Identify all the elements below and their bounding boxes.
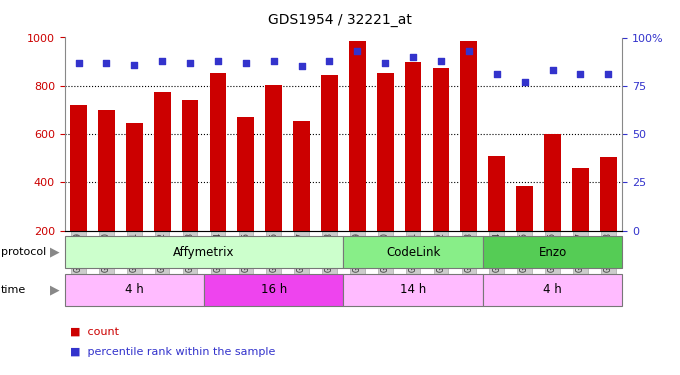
Text: ▶: ▶: [50, 246, 60, 259]
Bar: [71, 230, 86, 274]
Bar: [406, 230, 420, 274]
Bar: [349, 41, 366, 279]
Text: time: time: [1, 285, 26, 295]
Bar: [343, 274, 483, 306]
Bar: [98, 110, 115, 279]
Bar: [321, 75, 338, 279]
Point: [408, 54, 419, 60]
Bar: [239, 230, 253, 274]
Bar: [462, 230, 476, 274]
Text: 4 h: 4 h: [125, 283, 143, 296]
Point: [379, 60, 390, 66]
Bar: [294, 230, 309, 274]
Bar: [155, 230, 169, 274]
Text: 4 h: 4 h: [543, 283, 562, 296]
Bar: [322, 230, 337, 274]
Bar: [517, 230, 532, 274]
Point: [241, 60, 252, 66]
Bar: [99, 230, 114, 274]
Point: [324, 58, 335, 64]
Point: [212, 58, 223, 64]
Point: [575, 71, 586, 77]
Bar: [516, 186, 533, 279]
Point: [602, 71, 613, 77]
Bar: [601, 230, 615, 274]
Bar: [490, 230, 504, 274]
Bar: [70, 105, 87, 279]
Point: [435, 58, 446, 64]
Bar: [265, 85, 282, 279]
Text: 14 h: 14 h: [400, 283, 426, 296]
Text: ■  count: ■ count: [70, 326, 119, 336]
Bar: [65, 274, 204, 306]
Point: [156, 58, 168, 64]
Bar: [378, 230, 392, 274]
Point: [129, 62, 140, 68]
Text: Affymetrix: Affymetrix: [173, 246, 235, 259]
Point: [491, 71, 502, 77]
Bar: [434, 230, 448, 274]
Bar: [544, 134, 561, 279]
Bar: [600, 157, 617, 279]
Point: [464, 48, 475, 54]
Bar: [377, 72, 394, 279]
Bar: [182, 100, 199, 279]
Text: GDS1954 / 32221_at: GDS1954 / 32221_at: [268, 13, 412, 27]
Bar: [65, 236, 343, 268]
Bar: [483, 274, 622, 306]
Bar: [343, 236, 483, 268]
Point: [547, 68, 558, 74]
Text: ■  percentile rank within the sample: ■ percentile rank within the sample: [70, 347, 275, 357]
Bar: [545, 230, 560, 274]
Point: [352, 48, 363, 54]
Bar: [267, 230, 281, 274]
Bar: [183, 230, 197, 274]
Bar: [127, 230, 141, 274]
Bar: [488, 156, 505, 279]
Bar: [483, 236, 622, 268]
Bar: [460, 41, 477, 279]
Bar: [204, 274, 343, 306]
Text: ▶: ▶: [50, 283, 60, 296]
Point: [185, 60, 196, 66]
Point: [73, 60, 84, 66]
Text: CodeLink: CodeLink: [386, 246, 440, 259]
Point: [269, 58, 279, 64]
Bar: [405, 62, 422, 279]
Bar: [572, 168, 589, 279]
Bar: [211, 230, 225, 274]
Bar: [209, 72, 226, 279]
Bar: [237, 117, 254, 279]
Bar: [432, 68, 449, 279]
Bar: [154, 92, 171, 279]
Bar: [350, 230, 364, 274]
Text: 16 h: 16 h: [260, 283, 287, 296]
Bar: [293, 121, 310, 279]
Text: Enzo: Enzo: [539, 246, 566, 259]
Text: protocol: protocol: [1, 247, 46, 257]
Point: [520, 79, 530, 85]
Bar: [126, 123, 143, 279]
Point: [296, 63, 307, 69]
Bar: [573, 230, 588, 274]
Point: [101, 60, 112, 66]
